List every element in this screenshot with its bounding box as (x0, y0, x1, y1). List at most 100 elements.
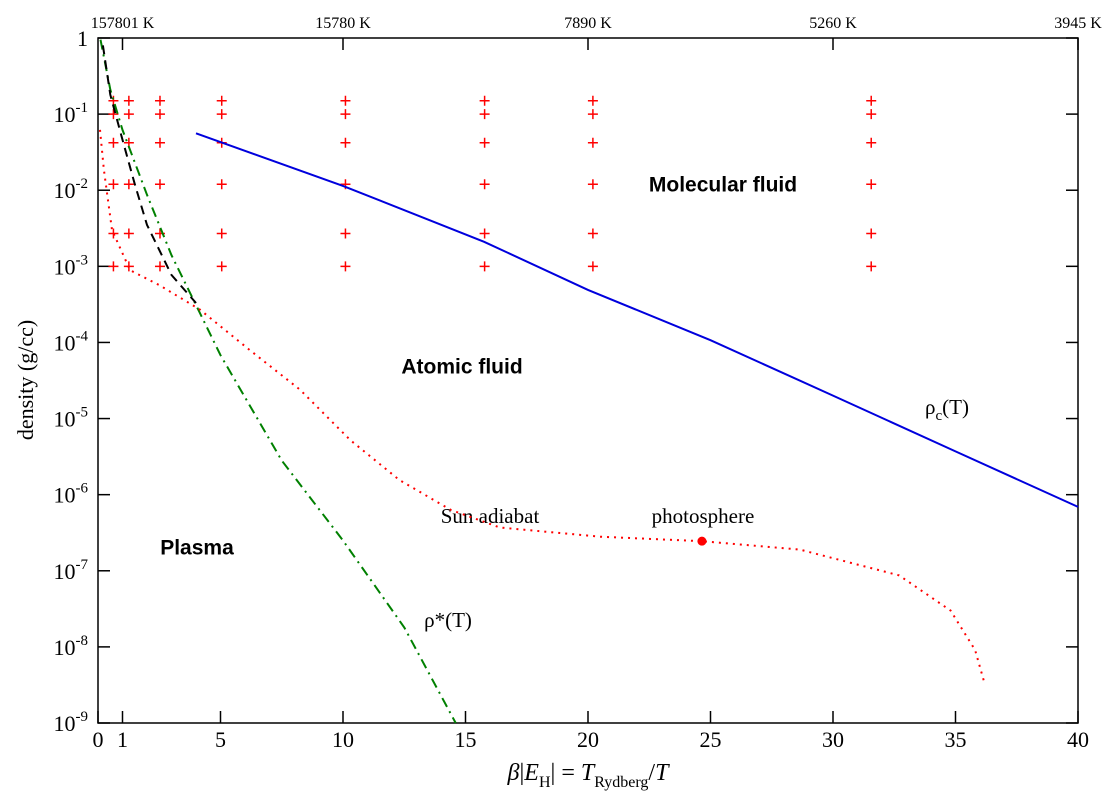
y-tick-exponent: -2 (76, 176, 89, 192)
x-tick-label: 25 (700, 727, 722, 752)
plus-marker (479, 109, 490, 120)
y-tick-label: 10-7 (54, 557, 89, 584)
data-line (99, 39, 457, 724)
y-tick-label: 10-6 (54, 481, 89, 508)
annotation: Atomic fluid (401, 356, 522, 379)
y-tick-label: 10-5 (54, 405, 89, 432)
data-line (195, 132, 1079, 508)
y-tick-label: 10-4 (54, 328, 89, 355)
x-label-part: β (507, 760, 520, 786)
y-tick-exponent: -1 (76, 100, 89, 116)
x-tick-label: 1 (117, 727, 128, 752)
x-tick-label: 15 (455, 727, 477, 752)
x-axis-label: β|EH| = TRydberg/T (507, 760, 671, 791)
x-tick-label: 5 (215, 727, 226, 752)
plus-marker (866, 179, 877, 190)
x-tick-label: 35 (945, 727, 967, 752)
y-tick-base: 10 (54, 711, 76, 736)
y-tick-exponent: -5 (76, 405, 89, 421)
y-tick-base: 10 (54, 254, 76, 279)
y-tick-exponent: -8 (76, 633, 89, 649)
plus-marker (479, 261, 490, 272)
plus-marker (108, 109, 119, 120)
dot-marker (697, 536, 707, 546)
plus-marker (479, 95, 490, 106)
plus-marker (216, 109, 227, 120)
plus-marker (123, 109, 134, 120)
y-tick-label: 10-2 (54, 176, 89, 203)
plus-marker (216, 228, 227, 239)
plus-marker (216, 95, 227, 106)
plus-marker (123, 179, 134, 190)
x-tick-label: 20 (577, 727, 599, 752)
plus-marker (123, 228, 134, 239)
plus-marker (108, 228, 119, 239)
plus-marker (479, 179, 490, 190)
x2-tick-label: 5260 K (809, 15, 857, 32)
plus-marker (340, 228, 351, 239)
annotation: photosphere (652, 504, 755, 528)
plus-marker (154, 179, 165, 190)
plus-marker (479, 137, 490, 148)
x2-tick-label: 3945 K (1054, 15, 1102, 32)
plus-marker (216, 261, 227, 272)
y-tick-exponent: -9 (76, 709, 89, 725)
y-tick-base: 10 (54, 330, 76, 355)
x-label-part: / (648, 760, 655, 786)
x-label-part: Rydberg (594, 774, 648, 791)
y-tick-label: 10-9 (54, 709, 89, 736)
x-label-part: | (519, 760, 524, 786)
x-tick-label: 10 (332, 727, 354, 752)
y-tick-base: 10 (54, 102, 76, 127)
rho-c-sub: c (935, 408, 942, 424)
plot-frame (97, 37, 1079, 724)
plus-marker (216, 179, 227, 190)
plus-marker (340, 137, 351, 148)
plus-marker (866, 261, 877, 272)
y-tick-base: 10 (54, 483, 76, 508)
y-tick-base: 10 (54, 559, 76, 584)
y-tick-exponent: -3 (76, 252, 89, 268)
annotation: Molecular fluid (649, 174, 797, 197)
plus-marker (108, 261, 119, 272)
y-tick-label: 10-1 (54, 100, 89, 127)
data-line (99, 129, 986, 685)
x-label-part: | (551, 760, 556, 786)
annotation: Plasma (160, 537, 234, 560)
y-tick-exponent: -6 (76, 481, 89, 497)
y-axis-label: density (g/cc) (13, 320, 38, 440)
x2-tick-label: 15780 K (315, 15, 371, 32)
plus-marker (866, 95, 877, 106)
y-tick-base: 10 (54, 178, 76, 203)
x-label-part: T (581, 760, 596, 786)
x-label-part: = (555, 760, 581, 786)
plus-marker (154, 109, 165, 120)
x2-tick-label: 157801 K (91, 15, 155, 32)
plus-marker (587, 179, 598, 190)
plus-marker (866, 228, 877, 239)
annotation: ρ*(T) (424, 608, 472, 632)
plus-marker (108, 137, 119, 148)
y-tick-exponent: -7 (76, 557, 89, 573)
x-label-part: E (523, 760, 539, 786)
plus-marker (154, 95, 165, 106)
x2-tick-label: 7890 K (564, 15, 612, 32)
plus-marker (154, 137, 165, 148)
plus-marker (154, 261, 165, 272)
plus-marker (479, 228, 490, 239)
plus-marker (340, 261, 351, 272)
x-tick-label: 30 (822, 727, 844, 752)
plus-marker (123, 95, 134, 106)
plus-marker (866, 137, 877, 148)
y-tick-label: 10-8 (54, 633, 89, 660)
x-label-part: T (655, 760, 670, 786)
rho-c-suffix: (T) (942, 395, 969, 419)
x-tick-label: 0 (93, 727, 104, 752)
rho-c-text: ρ (925, 395, 935, 419)
plus-marker (108, 179, 119, 190)
x-tick-label: 40 (1067, 727, 1089, 752)
y-tick-label: 1 (77, 26, 88, 51)
y-tick-base: 10 (54, 635, 76, 660)
y-tick-exponent: -4 (76, 328, 89, 344)
